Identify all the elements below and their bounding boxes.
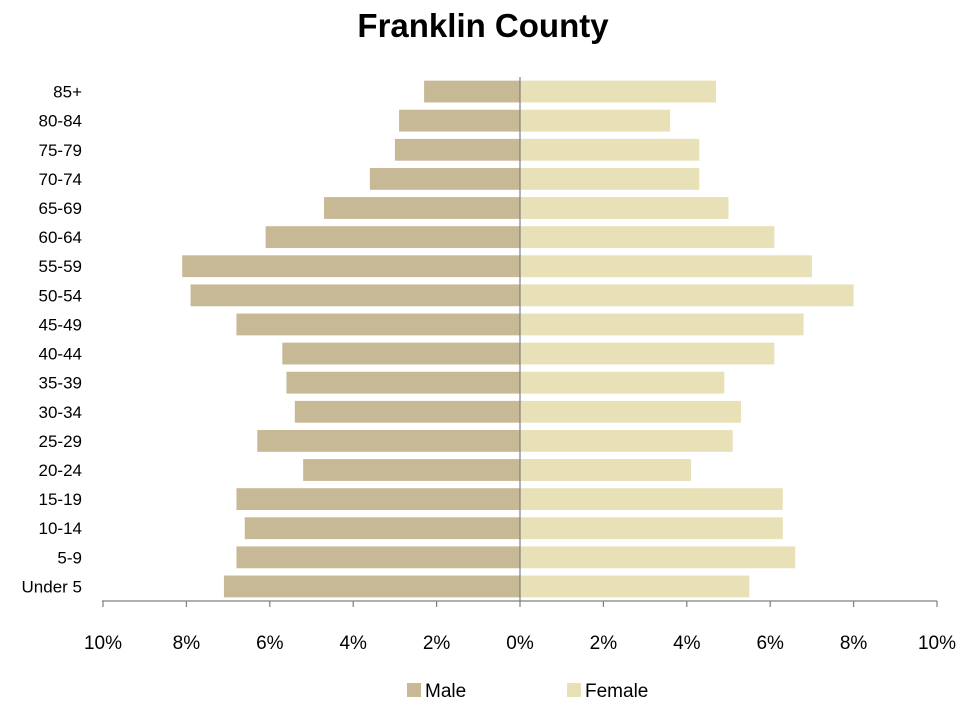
legend-swatch-male (407, 683, 421, 697)
bar-female (520, 517, 783, 540)
bar-male (182, 255, 521, 278)
bar-female (520, 80, 716, 103)
category-label: 45-49 (39, 315, 82, 334)
x-tick-label: 10% (84, 633, 122, 654)
category-label: 30-34 (39, 403, 82, 422)
bar-male (399, 109, 520, 132)
bar-male (424, 80, 520, 103)
category-label: 80-84 (39, 112, 82, 131)
bar-male (223, 575, 520, 598)
legend-swatch-female (567, 683, 581, 697)
category-label: 85+ (53, 83, 82, 102)
category-label: 50-54 (39, 286, 82, 305)
bar-female (520, 284, 854, 307)
category-label: 15-19 (39, 490, 82, 509)
x-tick-label: 8% (840, 633, 868, 654)
bar-female (520, 109, 671, 132)
bar-female (520, 488, 783, 511)
bar-female (520, 546, 796, 569)
x-tick-label: 2% (590, 633, 618, 654)
chart-title: Franklin County (357, 7, 609, 44)
bar-female (520, 575, 750, 598)
x-tick-label: 6% (756, 633, 784, 654)
x-tick-label: 8% (173, 633, 201, 654)
bar-female (520, 371, 725, 394)
bar-male (369, 167, 520, 190)
category-label: 20-24 (39, 461, 82, 480)
bar-female (520, 226, 775, 249)
bar-female (520, 167, 700, 190)
x-tick-label: 2% (423, 633, 451, 654)
bar-male (282, 342, 520, 365)
bar-female (520, 255, 812, 278)
bar-male (236, 488, 520, 511)
legend: Male Female (407, 681, 648, 702)
bar-male (236, 313, 520, 336)
category-label: 10-14 (39, 519, 82, 538)
bar-male (394, 138, 520, 161)
bar-female (520, 459, 691, 481)
bar-male (190, 284, 520, 307)
legend-label-male: Male (425, 681, 466, 702)
category-label: 5-9 (57, 548, 82, 567)
category-label: 60-64 (39, 228, 82, 247)
x-tick-label: 4% (673, 633, 701, 654)
category-label: 65-69 (39, 199, 82, 218)
bar-male (244, 517, 520, 540)
x-tick-label: 4% (339, 633, 367, 654)
bar-male (303, 459, 520, 481)
bar-male (236, 546, 520, 569)
bar-female (520, 197, 729, 219)
bar-female (520, 138, 700, 161)
category-label: 55-59 (39, 257, 82, 276)
bar-male (294, 400, 520, 423)
x-tick-label: 10% (918, 633, 956, 654)
bar-female (520, 429, 733, 452)
category-label: 35-39 (39, 374, 82, 393)
x-tick-label: 6% (256, 633, 284, 654)
category-label: 75-79 (39, 141, 82, 160)
axes: 10% 8% 6% 4% 2% 0% 2% 4% 6% 8% 10% (84, 77, 956, 654)
category-label: 70-74 (39, 170, 82, 189)
category-label: 40-44 (39, 345, 82, 364)
bar-female (520, 313, 804, 336)
category-label: 25-29 (39, 432, 82, 451)
bars (182, 80, 854, 598)
bar-female (520, 342, 775, 365)
category-labels: 85+ 80-84 75-79 70-74 65-69 60-64 55-59 50-54 45… (22, 83, 83, 597)
bar-female (520, 400, 742, 423)
bar-male (286, 371, 520, 394)
category-label: Under 5 (22, 577, 82, 596)
legend-label-female: Female (585, 681, 648, 702)
bar-male (265, 226, 520, 249)
bar-male (257, 429, 520, 452)
bar-male (324, 197, 520, 219)
x-tick-label: 0% (506, 633, 534, 654)
